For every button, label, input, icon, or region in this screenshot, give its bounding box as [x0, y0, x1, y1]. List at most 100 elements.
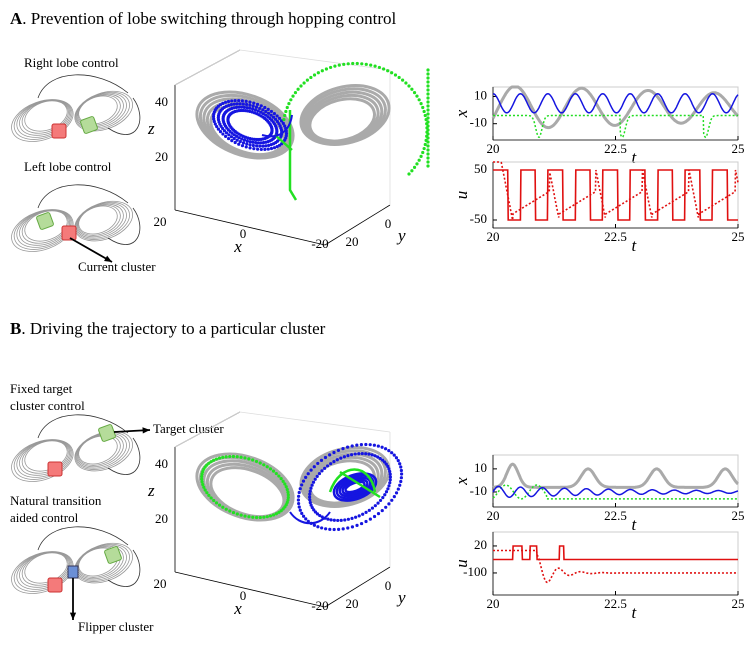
- schematic: [11, 184, 141, 263]
- trajectory-dot: [254, 459, 259, 464]
- x-tick-label: 20: [154, 214, 167, 229]
- trajectory-dot: [353, 452, 357, 456]
- trajectory-dot: [309, 75, 313, 80]
- cluster-green: [98, 424, 116, 442]
- trajectory-dot: [200, 480, 204, 484]
- trajectory-dot: [332, 450, 336, 455]
- trajectory-dot: [328, 527, 332, 531]
- trajectory-dot: [279, 509, 283, 513]
- trajectory-dot: [215, 125, 219, 129]
- x-axis-label: t: [632, 603, 638, 622]
- trajectory-dot: [283, 113, 287, 118]
- trajectory-dot: [355, 523, 359, 527]
- trajectory-dot: [218, 103, 223, 107]
- cluster-red: [47, 461, 63, 477]
- trajectory-dot: [298, 508, 302, 512]
- trajectory-dot: [350, 525, 355, 529]
- trajectory-dot: [259, 147, 263, 152]
- trajectory-dot: [286, 498, 290, 502]
- trajectory-dot: [426, 156, 430, 160]
- trajectory-green: [328, 468, 381, 499]
- trajectory-dot: [364, 452, 368, 456]
- trajectory-dot: [248, 146, 252, 150]
- trajectory-dot: [275, 145, 279, 149]
- x-tick-label: 22.5: [604, 141, 627, 156]
- trajectory-dot: [323, 466, 327, 470]
- trajectory-dot: [221, 132, 225, 136]
- trajectory-dot: [421, 105, 425, 110]
- trajectory-blue: [492, 93, 739, 114]
- y-tick-label: 20: [346, 234, 359, 249]
- trajectory-dot: [306, 519, 310, 523]
- trajectory-dot: [221, 101, 225, 105]
- trajectory-dot: [346, 526, 350, 530]
- trajectory-dot: [308, 498, 312, 502]
- trajectory-dot: [261, 140, 266, 145]
- trajectory-dot: [239, 513, 243, 517]
- trajectory-blue: [335, 474, 375, 500]
- x-axis-label: x: [233, 237, 242, 256]
- y-axis-label: x: [452, 477, 471, 486]
- trajectory-dot: [383, 493, 387, 497]
- trajectory-dot: [388, 472, 392, 476]
- trajectory-dot: [350, 516, 354, 521]
- control-signal: [493, 169, 738, 221]
- plot-frame: [492, 531, 739, 596]
- trajectory-dot: [399, 465, 403, 469]
- trajectory-dot: [367, 508, 371, 512]
- trajectory-dot: [339, 518, 343, 522]
- trajectory-dot: [287, 101, 291, 106]
- trajectory-dot: [253, 108, 258, 112]
- trajectory-dot: [390, 498, 394, 502]
- trajectory-dot: [398, 462, 402, 466]
- z-axis-label: z: [147, 481, 155, 500]
- trajectory-dot: [376, 501, 380, 505]
- trajectory-dot: [274, 471, 278, 476]
- trajectory-dot: [370, 453, 374, 457]
- trajectory-dot: [312, 465, 316, 469]
- y-axis-label: x: [452, 109, 471, 118]
- trajectory-dot: [201, 482, 205, 487]
- trajectory-dot: [308, 489, 312, 493]
- trajectory-dot: [297, 494, 301, 498]
- x-tick-label: 25: [732, 141, 745, 156]
- trajectory-dot: [386, 69, 390, 73]
- trajectory-dot: [309, 486, 313, 490]
- trajectory-dot: [397, 75, 401, 80]
- trajectory-dot: [316, 461, 320, 466]
- trajectory-dot: [360, 62, 364, 66]
- trajectory-dot: [226, 136, 231, 141]
- trajectory-dot: [226, 99, 231, 104]
- trajectory-dot: [301, 514, 306, 518]
- trajectory-dot: [426, 152, 430, 156]
- trajectory-dot: [417, 98, 421, 102]
- trajectory-dot: [359, 443, 363, 447]
- trajectory-dot: [256, 141, 260, 145]
- trajectory-blue: [492, 485, 739, 498]
- y-tick-label: -50: [470, 211, 487, 226]
- x-tick-label: 22.5: [604, 596, 627, 611]
- trajectory-dot: [350, 453, 354, 457]
- trajectory-dot: [233, 99, 237, 103]
- trajectory-dot: [267, 143, 271, 147]
- x-tick-label: 20: [487, 508, 500, 523]
- trajectory-dot: [272, 112, 276, 116]
- trajectory-dot: [426, 160, 430, 164]
- trajectory-dot: [230, 139, 234, 143]
- trajectory-dot: [368, 517, 372, 521]
- trajectory-dot: [426, 76, 430, 80]
- z-axis-label: z: [147, 119, 155, 138]
- panel-title: A. Prevention of lobe switching through …: [10, 9, 397, 28]
- trajectory-dot: [262, 463, 266, 467]
- trajectory-dot: [380, 458, 385, 462]
- trajectory-dot: [399, 476, 403, 480]
- trajectory-dot: [245, 142, 249, 146]
- trajectory-dot: [243, 456, 247, 460]
- trajectory-dot: [264, 140, 268, 144]
- y-tick-label: 20: [474, 537, 487, 552]
- trajectory-dot: [415, 94, 419, 98]
- z-tick-label: 20: [155, 511, 168, 526]
- trajectory-dot: [328, 453, 332, 457]
- trajectory-dot: [254, 141, 258, 145]
- trajectory-dot: [311, 480, 316, 484]
